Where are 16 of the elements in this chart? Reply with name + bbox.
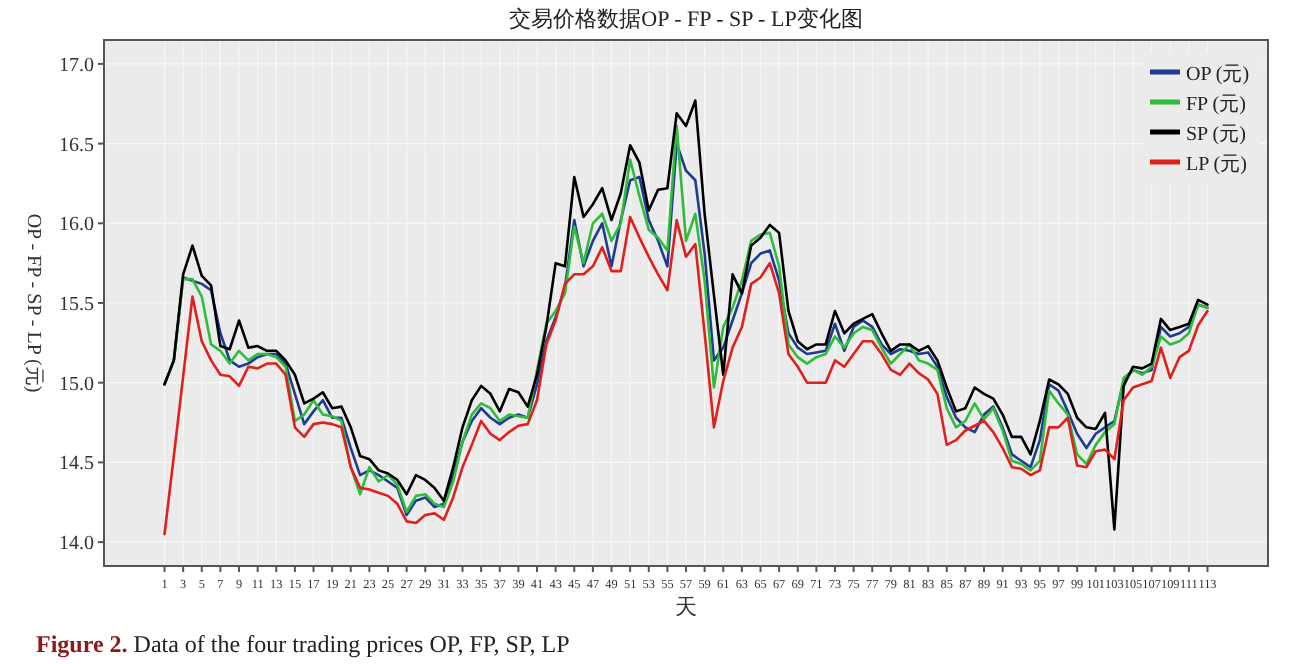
legend-label: LP (元): [1186, 154, 1247, 176]
line-series: [163, 215, 1209, 536]
y-tick-label: 14.0: [59, 533, 94, 556]
legend-label: FP (元): [1186, 94, 1246, 116]
y-tick-label: 17.0: [59, 54, 94, 77]
y-tick-label: 16.5: [59, 134, 94, 157]
chart-title: 交易价格数据OP - FP - SP - LP变化图: [509, 6, 863, 32]
y-tick-label: 16.0: [59, 214, 94, 237]
legend-label: OP (元): [1186, 64, 1250, 86]
y-tick-label: 15.5: [59, 294, 94, 316]
legend-label: SP (元): [1186, 124, 1246, 146]
y-tick-label: 14.5: [59, 453, 94, 476]
caption: Figure 2. Data of the four trading prices OP, FP, SP, LP: [36, 630, 571, 658]
x-axis-title: 天: [675, 596, 697, 620]
y-tick-label: 15.0: [59, 373, 94, 396]
y-axis-title: OP - FP - SP - LP (元): [22, 213, 44, 393]
